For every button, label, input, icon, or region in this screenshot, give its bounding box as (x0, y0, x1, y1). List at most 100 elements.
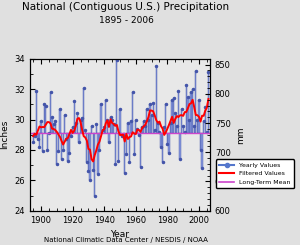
X-axis label: Year: Year (110, 230, 130, 239)
Bar (173, 98, 174, 133)
Bar (154, 130, 155, 133)
Bar (62, 133, 64, 150)
Bar (127, 122, 128, 133)
Bar (175, 113, 176, 133)
Bar (126, 133, 127, 155)
Bar (200, 133, 201, 150)
Bar (45, 106, 46, 133)
Y-axis label: mm: mm (236, 126, 245, 144)
Bar (44, 104, 45, 133)
Bar (112, 120, 113, 133)
Bar (32, 133, 34, 142)
Bar (42, 133, 43, 151)
Bar (184, 132, 185, 133)
Bar (102, 130, 103, 133)
Legend: Yearly Values, Filtered Values, Long-Term Mean: Yearly Values, Filtered Values, Long-Ter… (216, 159, 294, 188)
Bar (186, 85, 187, 133)
Bar (156, 66, 157, 133)
Bar (105, 100, 106, 133)
Bar (203, 121, 204, 133)
Bar (116, 60, 118, 133)
Bar (72, 127, 73, 133)
Bar (194, 126, 195, 133)
Bar (132, 92, 133, 133)
Bar (99, 133, 100, 150)
Bar (197, 120, 198, 133)
Bar (190, 92, 192, 133)
Text: 1895 - 2006: 1895 - 2006 (99, 16, 153, 25)
Bar (170, 122, 171, 133)
Bar (167, 133, 168, 144)
Bar (86, 133, 88, 162)
Bar (148, 120, 149, 133)
Bar (89, 133, 91, 180)
Bar (40, 121, 42, 133)
Bar (134, 133, 135, 155)
Bar (96, 124, 97, 133)
Bar (181, 109, 182, 133)
Text: National Climatic Data Center / NESDIS / NOAA: National Climatic Data Center / NESDIS /… (44, 237, 208, 243)
Bar (85, 130, 86, 133)
Bar (64, 115, 65, 133)
Bar (56, 133, 58, 164)
Bar (39, 133, 40, 147)
Bar (88, 133, 89, 171)
Bar (172, 100, 173, 133)
Bar (182, 126, 184, 133)
Bar (115, 133, 116, 164)
Bar (208, 73, 209, 133)
Bar (122, 133, 124, 135)
Bar (53, 124, 54, 133)
Bar (97, 133, 98, 174)
Bar (145, 126, 146, 133)
Bar (113, 124, 114, 133)
Bar (168, 133, 169, 153)
Bar (94, 133, 95, 196)
Bar (50, 92, 51, 133)
Bar (110, 117, 111, 133)
Bar (146, 109, 148, 133)
Bar (143, 121, 144, 133)
Bar (121, 133, 122, 136)
Bar (80, 120, 81, 133)
Bar (92, 133, 94, 170)
Bar (74, 101, 75, 133)
Bar (130, 121, 132, 133)
Text: National (Contiguous U.S.) Precipitation: National (Contiguous U.S.) Precipitation (22, 2, 230, 12)
Bar (118, 133, 119, 160)
Bar (58, 133, 59, 151)
Bar (100, 104, 102, 133)
Bar (202, 133, 203, 168)
Bar (195, 71, 196, 133)
Bar (34, 133, 35, 136)
Bar (83, 88, 84, 133)
Bar (61, 133, 62, 159)
Bar (157, 122, 158, 133)
Bar (135, 120, 136, 133)
Bar (179, 133, 181, 159)
Bar (66, 133, 67, 139)
Bar (47, 133, 48, 150)
Bar (149, 104, 151, 133)
Bar (36, 91, 37, 133)
Bar (162, 133, 163, 162)
Legend: Yearly Values, Filtered Values, Long-Term Mean: Yearly Values, Filtered Values, Long-Ter… (219, 132, 297, 162)
Bar (69, 133, 70, 153)
Bar (138, 133, 140, 135)
Bar (142, 127, 143, 133)
Bar (152, 103, 154, 133)
Bar (82, 118, 83, 133)
Bar (151, 115, 152, 133)
Bar (59, 109, 61, 133)
Bar (37, 133, 38, 139)
Bar (205, 107, 206, 133)
Bar (160, 133, 162, 147)
Bar (107, 120, 108, 133)
Bar (78, 133, 80, 142)
Bar (192, 89, 193, 133)
Bar (52, 117, 53, 133)
Bar (137, 129, 138, 133)
Bar (164, 127, 165, 133)
Bar (55, 121, 56, 133)
Bar (75, 122, 76, 133)
